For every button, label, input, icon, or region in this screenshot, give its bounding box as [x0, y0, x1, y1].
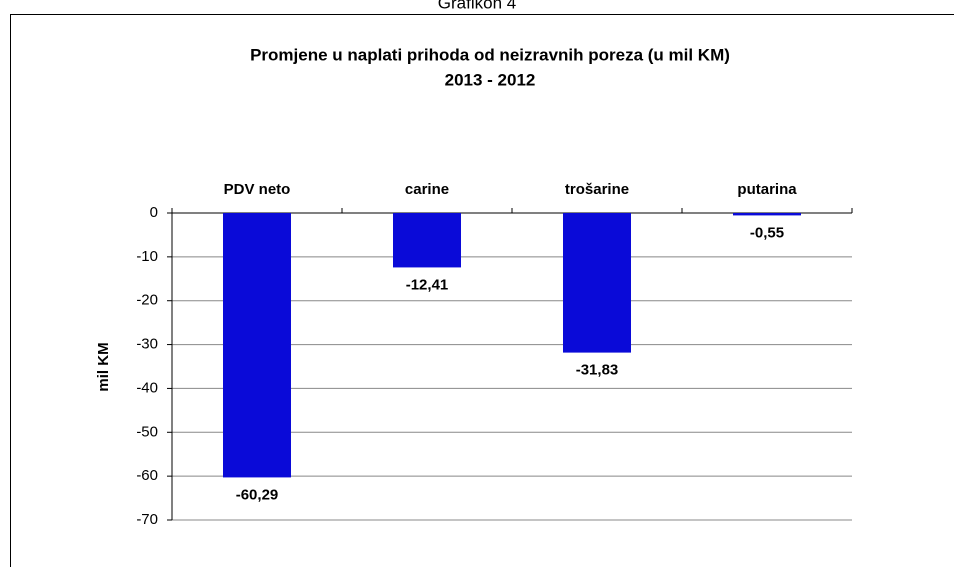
y-tick-label: -10	[136, 248, 158, 265]
bar	[733, 213, 801, 215]
y-tick-label: -20	[136, 292, 158, 309]
value-label: -0,55	[750, 224, 784, 241]
chart-title: Promjene u naplati prihoda od neizravnih…	[250, 45, 730, 64]
y-tick-label: -40	[136, 379, 158, 396]
x-tick-label: trošarine	[565, 181, 629, 198]
value-label: -60,29	[236, 486, 279, 503]
caption: Grafikon 4	[438, 0, 516, 12]
x-tick-label: carine	[405, 181, 449, 198]
chart-subtitle: 2013 - 2012	[445, 70, 536, 89]
bar	[393, 213, 461, 267]
y-tick-label: -70	[136, 511, 158, 528]
y-tick-label: 0	[150, 204, 158, 221]
value-label: -12,41	[406, 276, 449, 293]
x-tick-label: PDV neto	[224, 181, 291, 198]
y-tick-label: -50	[136, 423, 158, 440]
value-label: -31,83	[576, 362, 619, 379]
bar	[563, 213, 631, 353]
y-axis-label: mil KM	[95, 342, 112, 391]
bar	[223, 213, 291, 477]
y-tick-label: -30	[136, 336, 158, 353]
y-tick-label: -60	[136, 467, 158, 484]
x-tick-label: putarina	[737, 181, 797, 198]
